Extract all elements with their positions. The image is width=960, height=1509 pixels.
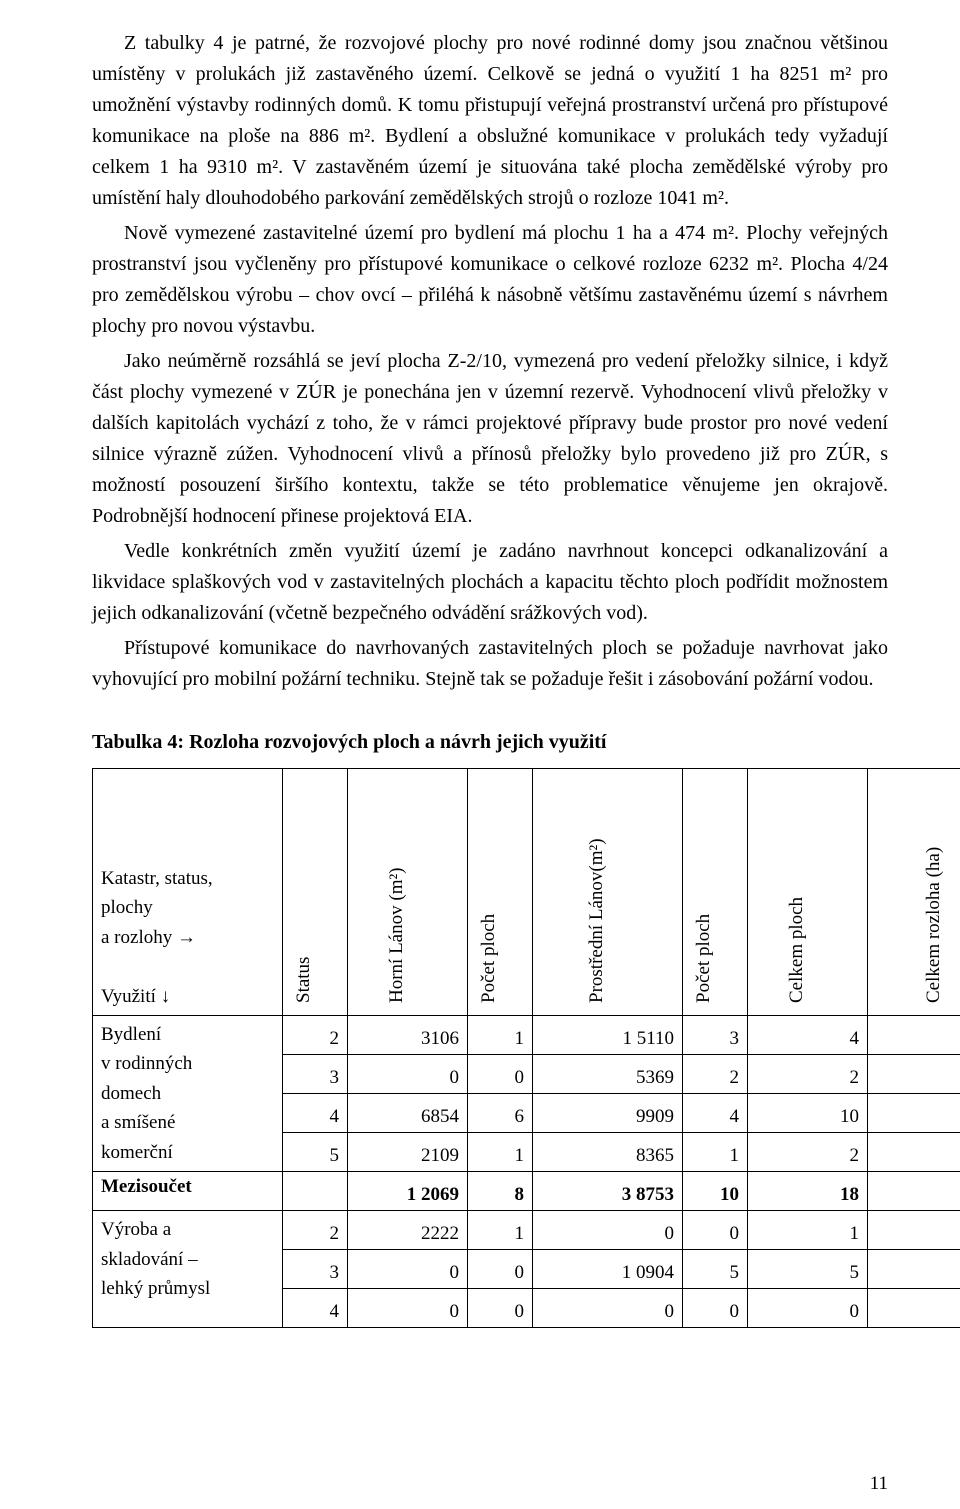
cell: 5 (748, 1250, 868, 1289)
data-table: Katastr, status, plochy a rozlohy → Využ… (92, 768, 960, 1328)
cell: 1 (468, 1133, 533, 1172)
col-header-status-text: Status (293, 983, 315, 1003)
cell: 1,0904 (868, 1250, 960, 1289)
col-header-pocet-2: Počet ploch (683, 769, 748, 1016)
cell: 4 (683, 1094, 748, 1133)
cell: 4 (283, 1289, 348, 1328)
cell: 2 (748, 1133, 868, 1172)
table-row: Výroba a skladování – lehký průmysl 2 22… (93, 1211, 960, 1250)
cell: 5369 (533, 1055, 683, 1094)
cell: 4 (283, 1094, 348, 1133)
cell: 2 (283, 1016, 348, 1055)
cell: 3 (283, 1055, 348, 1094)
cell: 0,5369 (868, 1055, 960, 1094)
cell: 1 (468, 1211, 533, 1250)
cell: 0 (348, 1289, 468, 1328)
cell: 1 2069 (348, 1172, 468, 1211)
cell: 0 (348, 1055, 468, 1094)
cell: 4 (748, 1016, 868, 1055)
col-header-pocet-2-text: Počet ploch (693, 983, 715, 1003)
paragraph-2: Nově vymezené zastavitelné území pro byd… (92, 218, 888, 342)
cell: 2109 (348, 1133, 468, 1172)
cell: 8365 (533, 1133, 683, 1172)
cell: 1 0904 (533, 1250, 683, 1289)
cell: 6854 (348, 1094, 468, 1133)
col-header-prostredni-lanov-text: Prostřední Lánov(m²) (586, 983, 608, 1003)
row-header-text: Katastr, status, plochy a rozlohy → Využ… (101, 864, 274, 1011)
cell: 1 5110 (533, 1016, 683, 1055)
group1-label: Bydlení v rodinných domech a smíšené kom… (93, 1016, 283, 1172)
paragraph-1: Z tabulky 4 je patrné, že rozvojové ploc… (92, 28, 888, 214)
cell: 1 (683, 1133, 748, 1172)
cell: 0 (468, 1055, 533, 1094)
paragraph-5: Přístupové komunikace do navrhovaných za… (92, 633, 888, 695)
paragraph-4: Vedle konkrétních změn využití území je … (92, 536, 888, 629)
cell: 2 (748, 1055, 868, 1094)
page-number: 11 (870, 1473, 888, 1495)
cell: 2 (283, 1211, 348, 1250)
table-row: Bydlení v rodinných domech a smíšené kom… (93, 1016, 960, 1055)
cell: 0 (468, 1289, 533, 1328)
cell: 3 (283, 1250, 348, 1289)
cell: 1 (748, 1211, 868, 1250)
col-header-celkem-ploch: Celkem ploch (748, 769, 868, 1016)
cell: 2 (683, 1055, 748, 1094)
cell: 10 (748, 1094, 868, 1133)
cell: 9909 (533, 1094, 683, 1133)
col-header-pocet-1-text: Počet ploch (478, 983, 500, 1003)
cell: 10 (683, 1172, 748, 1211)
cell: 0 (748, 1289, 868, 1328)
row-header-cell: Katastr, status, plochy a rozlohy → Využ… (93, 769, 283, 1016)
cell: 3 (683, 1016, 748, 1055)
cell: 0 (468, 1250, 533, 1289)
cell: 0,2222 (868, 1211, 960, 1250)
table-header-row: Katastr, status, plochy a rozlohy → Využ… (93, 769, 960, 1016)
cell: 0 (683, 1211, 748, 1250)
cell: 5 (283, 1133, 348, 1172)
group2-label: Výroba a skladování – lehký průmysl (93, 1211, 283, 1328)
cell: 18 (748, 1172, 868, 1211)
group2-label-text: Výroba a skladování – lehký průmysl (101, 1215, 274, 1303)
cell: 1 (468, 1016, 533, 1055)
cell: 1,8216 (868, 1016, 960, 1055)
cell: 8 (468, 1172, 533, 1211)
cell: 0 (868, 1289, 960, 1328)
cell: 1,6763 (868, 1094, 960, 1133)
col-header-celkem-rozloha: Celkem rozloha (ha) (868, 769, 960, 1016)
paragraph-3: Jako neúměrně rozsáhlá se jeví plocha Z-… (92, 346, 888, 532)
cell: 6 (468, 1094, 533, 1133)
cell: 3106 (348, 1016, 468, 1055)
cell (283, 1172, 348, 1211)
col-header-celkem-rozloha-text: Celkem rozloha (ha) (923, 983, 945, 1003)
col-header-horni-lanov-text: Horní Lánov (m²) (386, 983, 408, 1003)
cell: 3 8753 (533, 1172, 683, 1211)
group1-label-text: Bydlení v rodinných domech a smíšené kom… (101, 1020, 274, 1167)
cell: 1,0474 (868, 1133, 960, 1172)
cell: 0 (533, 1211, 683, 1250)
mezisoucet-label: Mezisoučet (93, 1172, 283, 1211)
table-title: Tabulka 4: Rozloha rozvojových ploch a n… (92, 731, 888, 754)
cell: 0 (533, 1289, 683, 1328)
cell: 5 (683, 1250, 748, 1289)
table-row-subtotal: Mezisoučet 1 2069 8 3 8753 10 18 5,0822 (93, 1172, 960, 1211)
cell: 2222 (348, 1211, 468, 1250)
col-header-pocet-1: Počet ploch (468, 769, 533, 1016)
col-header-prostredni-lanov: Prostřední Lánov(m²) (533, 769, 683, 1016)
cell: 0 (683, 1289, 748, 1328)
cell: 0 (348, 1250, 468, 1289)
col-header-status: Status (283, 769, 348, 1016)
cell: 5,0822 (868, 1172, 960, 1211)
col-header-celkem-ploch-text: Celkem ploch (786, 983, 808, 1003)
col-header-horni-lanov: Horní Lánov (m²) (348, 769, 468, 1016)
